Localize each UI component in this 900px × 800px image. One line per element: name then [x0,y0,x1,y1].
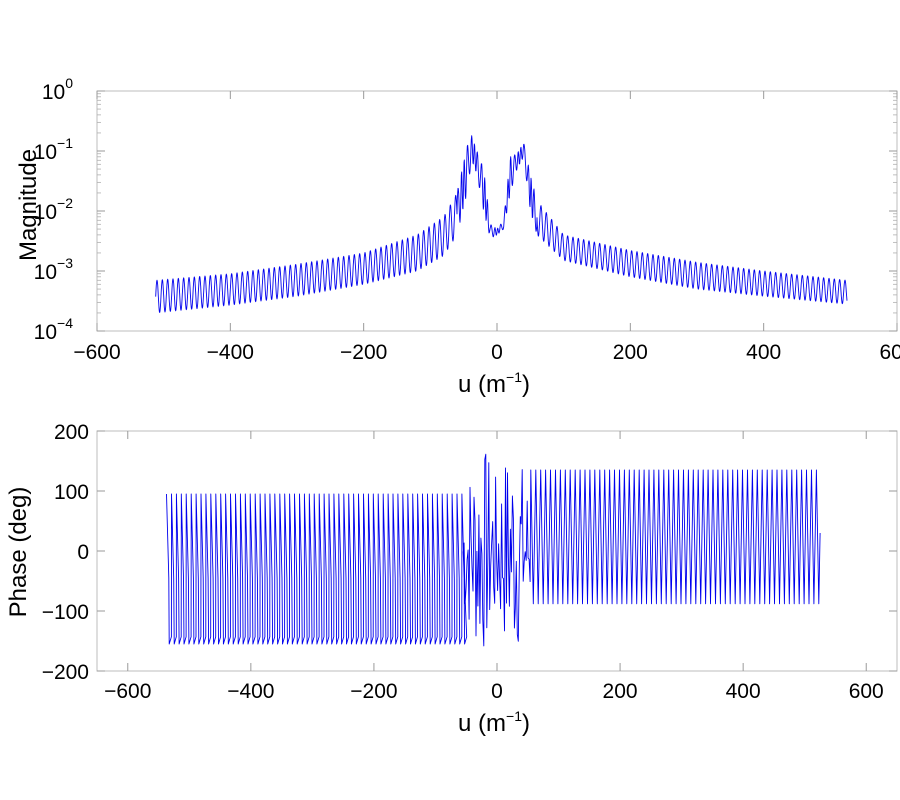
phase-x-tick-label: 400 [726,680,761,703]
phase-y-axis-label: Phase (deg) [5,487,32,618]
phase-x-axis-label: u (m−1) [458,708,530,737]
magnitude-panel: 10−4 10−3 10−2 10−1 100 −600 −400 −200 0 200 400 6… [15,75,900,398]
magnitude-x-tick-label: 200 [613,341,648,364]
magnitude-x-tick-label: 400 [746,341,781,364]
magnitude-x-axis-label: u (m−1) [458,369,530,398]
phase-x-tick-label: 200 [603,680,638,703]
phase-series-line [166,453,821,647]
magnitude-y-tick-label: 10−1 [34,135,74,164]
phase-x-tick-label: 600 [849,680,884,703]
phase-y-tick-label: 0 [77,541,89,564]
magnitude-y-axis-label: Magnitude [15,149,42,261]
magnitude-x-tick-label: −400 [207,341,254,364]
magnitude-y-tick-label: 100 [42,75,73,104]
phase-y-tick-labels: −200 −100 0 100 200 [42,421,89,684]
magnitude-x-tick-label: 0 [491,341,503,364]
phase-y-tick-label: 200 [54,421,89,444]
phase-y-tick-label: −200 [42,661,89,684]
phase-x-tick-label: 0 [491,680,503,703]
magnitude-y-tick-label: 10−3 [34,255,74,284]
magnitude-series-line [155,135,848,313]
magnitude-x-tick-label: 600 [879,341,900,364]
magnitude-y-tick-label: 10−4 [34,315,74,344]
magnitude-x-tick-labels: −600 −400 −200 0 200 400 600 [73,341,900,364]
phase-panel: −200 −100 0 100 200 −600 −400 −200 0 200 400 600 u… [5,421,898,737]
phase-y-tick-label: −100 [42,601,89,624]
phase-x-tick-label: −200 [350,680,397,703]
phase-x-tick-labels: −600 −400 −200 0 200 400 600 [104,680,884,703]
magnitude-x-tick-label: −600 [73,341,120,364]
phase-ticks [97,430,897,672]
magnitude-ticks [96,90,898,332]
phase-x-tick-label: −600 [104,680,151,703]
phase-y-tick-label: 100 [54,481,89,504]
magnitude-x-tick-label: −200 [340,341,387,364]
magnitude-y-tick-labels: 10−4 10−3 10−2 10−1 100 [34,75,74,344]
magnitude-y-tick-label: 10−2 [34,195,74,224]
phase-x-tick-label: −400 [227,680,274,703]
